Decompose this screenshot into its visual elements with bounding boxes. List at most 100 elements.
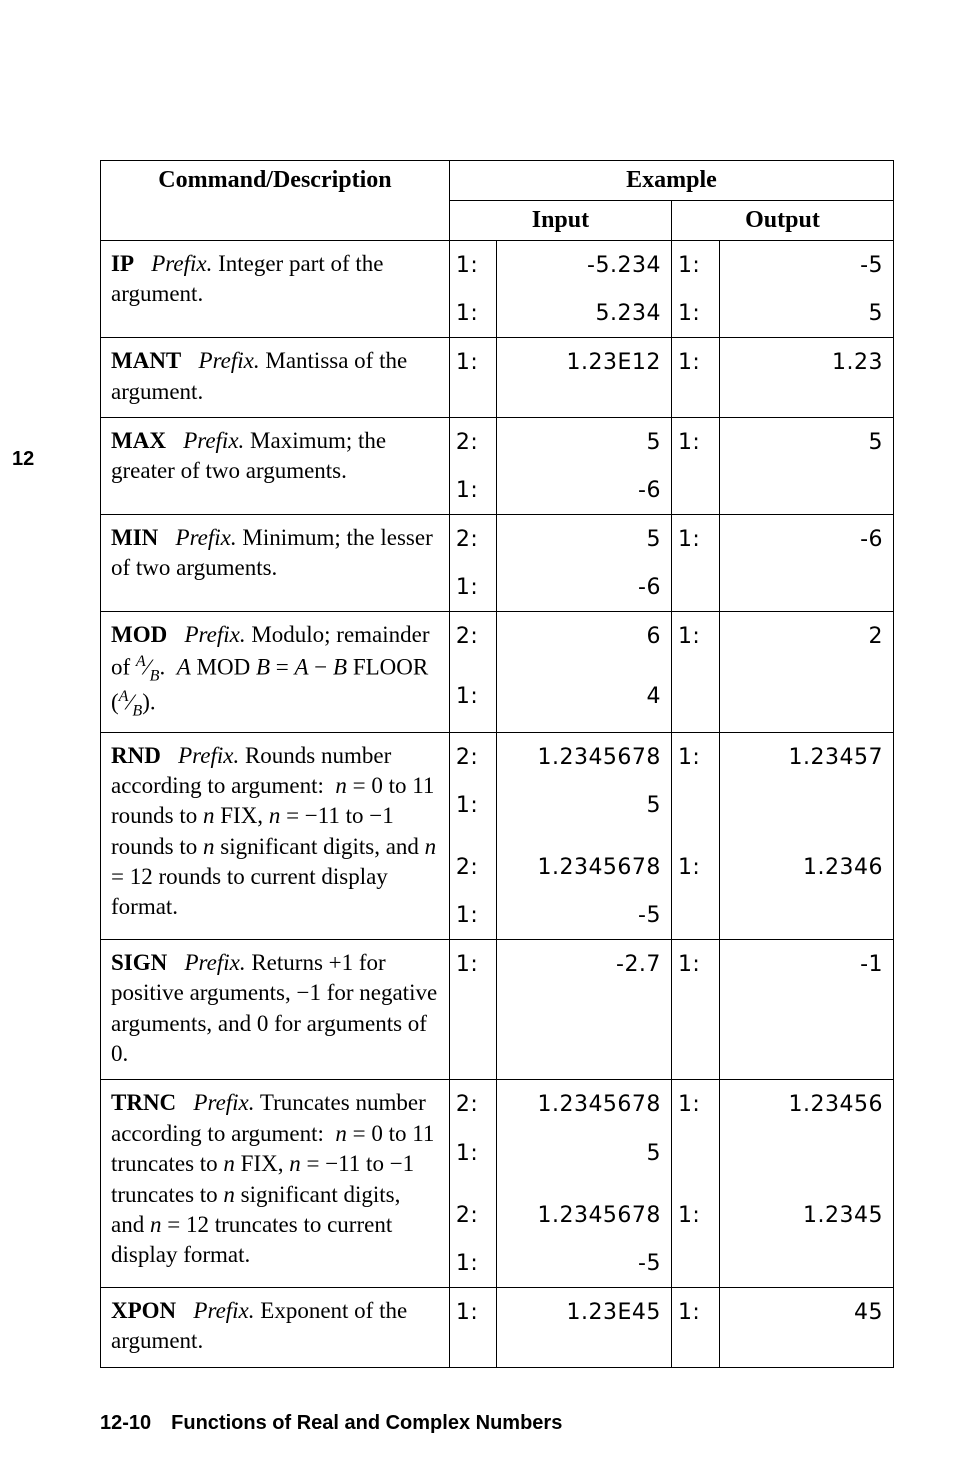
stack-level: 1: (671, 612, 719, 672)
stack-value: 1.2346 (719, 843, 893, 891)
stack-level: 1: (449, 289, 497, 338)
stack-value: 5.234 (497, 289, 671, 338)
header-output: Output (671, 201, 893, 241)
command-description: SIGN Prefix. Returns +1 for positive arg… (101, 939, 450, 1079)
stack-level: 1: (671, 1080, 719, 1129)
stack-level: 1: (671, 1191, 719, 1239)
stack-level: 1: (449, 939, 497, 1079)
stack-value: 5 (497, 1129, 671, 1177)
command-description: MOD Prefix. Modulo; remainder of A∕B. A … (101, 612, 450, 732)
stack-value: 1.23456 (719, 1080, 893, 1129)
stack-value: 1.23E12 (497, 338, 671, 418)
stack-level: 1: (449, 1129, 497, 1177)
stack-value (719, 563, 893, 612)
stack-level: 1: (671, 1287, 719, 1367)
stack-level (449, 1177, 497, 1191)
stack-value: -5.234 (497, 241, 671, 290)
command-description: XPON Prefix. Exponent of the argument. (101, 1287, 450, 1367)
stack-value (719, 466, 893, 515)
stack-value: 1.23E45 (497, 1287, 671, 1367)
stack-value: 5 (497, 515, 671, 564)
stack-value: -6 (719, 515, 893, 564)
stack-value: -5 (497, 891, 671, 940)
stack-level (671, 672, 719, 732)
stack-level (671, 466, 719, 515)
stack-level: 1: (671, 843, 719, 891)
stack-level: 1: (671, 338, 719, 418)
stack-level: 1: (449, 1239, 497, 1288)
stack-level (449, 829, 497, 843)
stack-value (719, 1239, 893, 1288)
stack-level: 2: (449, 843, 497, 891)
command-description: MAX Prefix. Maximum; the greater of two … (101, 417, 450, 514)
stack-value (719, 891, 893, 940)
chapter-tab: 12 (12, 448, 34, 471)
page-footer: 12-10 Functions of Real and Complex Numb… (100, 1412, 894, 1435)
stack-value: 5 (719, 289, 893, 338)
stack-value: 5 (497, 781, 671, 829)
stack-level: 2: (449, 1080, 497, 1129)
command-reference-table: Command/Description Example Input Output… (100, 160, 894, 1368)
stack-value: 4 (497, 672, 671, 732)
command-description: RND Prefix. Rounds number according to a… (101, 732, 450, 939)
stack-level: 2: (449, 1191, 497, 1239)
stack-value: 1.2345678 (497, 1080, 671, 1129)
stack-level: 1: (671, 939, 719, 1079)
stack-level: 1: (671, 515, 719, 564)
stack-value: 1.2345 (719, 1191, 893, 1239)
stack-value: 1.23 (719, 338, 893, 418)
stack-level: 1: (449, 1287, 497, 1367)
stack-level: 1: (449, 891, 497, 940)
stack-level: 2: (449, 732, 497, 781)
stack-level: 1: (449, 241, 497, 290)
stack-value: -6 (497, 466, 671, 515)
header-command-description: Command/Description (101, 161, 450, 241)
stack-value: 1.2345678 (497, 843, 671, 891)
stack-level: 1: (449, 466, 497, 515)
stack-level (671, 829, 719, 843)
stack-value: -2.7 (497, 939, 671, 1079)
stack-value: 1.23457 (719, 732, 893, 781)
stack-value (719, 1177, 893, 1191)
stack-level (671, 891, 719, 940)
command-description: MIN Prefix. Minimum; the lesser of two a… (101, 515, 450, 612)
header-example: Example (449, 161, 893, 201)
stack-level: 1: (671, 417, 719, 466)
stack-level: 1: (671, 732, 719, 781)
stack-level: 1: (671, 289, 719, 338)
stack-value: 45 (719, 1287, 893, 1367)
stack-value (719, 1129, 893, 1177)
stack-level: 2: (449, 515, 497, 564)
stack-level (671, 563, 719, 612)
command-description: MANT Prefix. Mantissa of the argument. (101, 338, 450, 418)
stack-value: 1.2345678 (497, 1191, 671, 1239)
stack-level (671, 781, 719, 829)
stack-level (671, 1239, 719, 1288)
stack-value (719, 829, 893, 843)
stack-value (719, 672, 893, 732)
stack-value: -5 (719, 241, 893, 290)
command-description: TRNC Prefix. Truncates number according … (101, 1080, 450, 1287)
stack-value (719, 781, 893, 829)
stack-value: 2 (719, 612, 893, 672)
stack-value: -1 (719, 939, 893, 1079)
stack-value: -6 (497, 563, 671, 612)
stack-level: 1: (671, 241, 719, 290)
stack-value: 1.2345678 (497, 732, 671, 781)
stack-value: 5 (719, 417, 893, 466)
stack-level: 1: (449, 672, 497, 732)
stack-level: 2: (449, 417, 497, 466)
stack-level: 2: (449, 612, 497, 672)
stack-value (497, 1177, 671, 1191)
stack-value: -5 (497, 1239, 671, 1288)
stack-level (671, 1129, 719, 1177)
header-input: Input (449, 201, 671, 241)
command-description: IP Prefix. Integer part of the argument. (101, 241, 450, 338)
stack-level: 1: (449, 781, 497, 829)
stack-value: 6 (497, 612, 671, 672)
stack-level (671, 1177, 719, 1191)
stack-level: 1: (449, 338, 497, 418)
stack-value: 5 (497, 417, 671, 466)
stack-level: 1: (449, 563, 497, 612)
stack-value (497, 829, 671, 843)
